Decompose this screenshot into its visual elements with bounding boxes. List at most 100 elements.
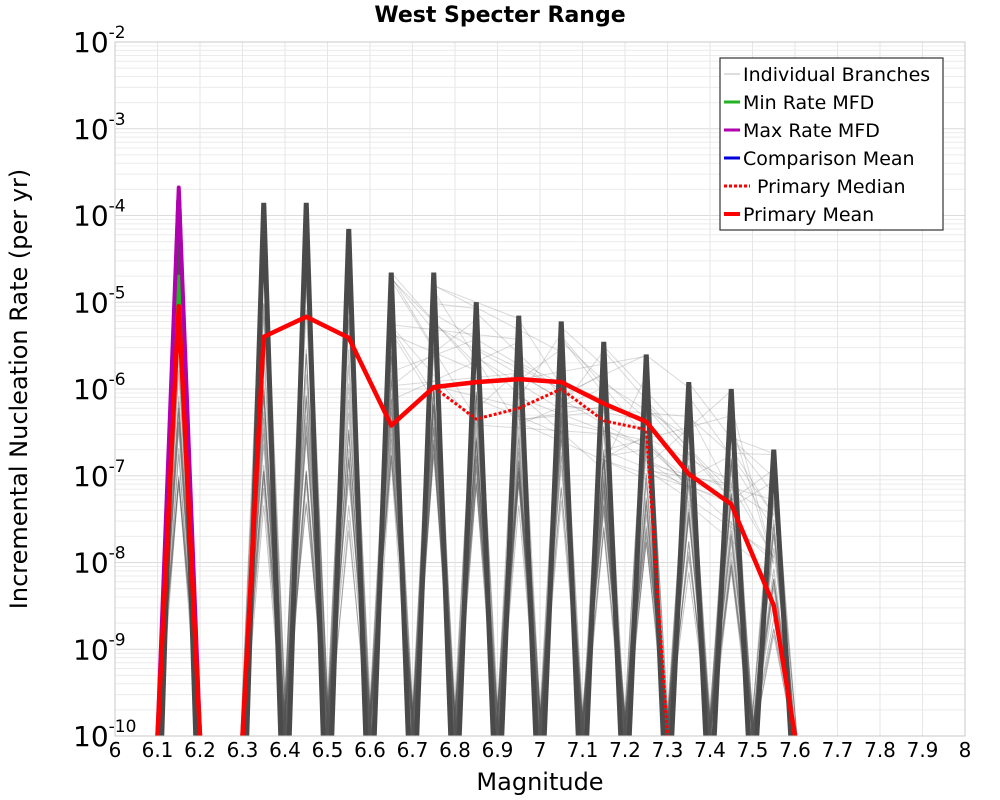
branch-peak xyxy=(329,228,369,737)
branch-peak xyxy=(626,354,666,737)
y-tick-label: 10-7 xyxy=(73,457,126,493)
branch-spike xyxy=(707,457,756,737)
branch-line xyxy=(391,324,519,340)
legend-label: Individual Branches xyxy=(743,64,930,86)
branch-line xyxy=(390,277,435,331)
branch-peak xyxy=(669,382,709,737)
branch-peak xyxy=(286,202,326,737)
branch-line xyxy=(391,372,519,387)
y-tick-label: 10-3 xyxy=(73,110,126,146)
branch-spike xyxy=(537,415,585,737)
x-tick-label: 6.2 xyxy=(184,738,216,762)
x-tick-label: 6.1 xyxy=(142,738,174,762)
branch-line xyxy=(730,448,775,515)
y-tick-label: 10-2 xyxy=(73,23,126,59)
branch-line xyxy=(518,355,647,380)
x-tick-label: 6.4 xyxy=(269,738,301,762)
branch-line xyxy=(603,449,732,505)
branch-line xyxy=(391,333,477,372)
branch-line xyxy=(518,374,647,449)
y-tick-label: 10-9 xyxy=(73,630,126,666)
branch-peak xyxy=(371,272,411,737)
legend-label: Max Rate MFD xyxy=(743,120,880,142)
branch-line xyxy=(518,333,562,399)
branch-peak xyxy=(456,302,496,737)
legend-label: Min Rate MFD xyxy=(743,92,874,114)
branch-line xyxy=(433,284,562,353)
x-tick-label: 7.7 xyxy=(822,738,854,762)
chart-title: West Specter Range xyxy=(374,3,625,28)
branch-line xyxy=(561,421,647,442)
y-axis-ticks: 10-2 10-3 10-4 10-5 10-6 10-7 10-8 10-9 10-10 xyxy=(73,23,136,753)
branch-spike xyxy=(495,410,543,737)
branch-line xyxy=(518,319,562,387)
branch-line xyxy=(476,424,604,435)
branch-line xyxy=(433,313,562,391)
branch-peak xyxy=(711,388,751,737)
legend-box xyxy=(719,57,944,231)
x-tick-label: 7.8 xyxy=(864,738,896,762)
branch-line xyxy=(518,397,647,448)
branch-line xyxy=(391,341,519,401)
branch-line xyxy=(645,445,775,563)
branch-spike xyxy=(580,452,628,737)
grid xyxy=(114,42,966,737)
x-tick-label: 7 xyxy=(534,738,547,762)
branch-line xyxy=(433,324,562,400)
x-tick-label: 6.5 xyxy=(312,738,344,762)
branch-line xyxy=(688,504,775,577)
x-tick-label: 7.6 xyxy=(779,738,811,762)
branch-line xyxy=(645,443,690,481)
x-tick-label: 6.6 xyxy=(354,738,386,762)
branch-line xyxy=(475,370,520,410)
y-axis-label: Incremental Nucleation Rate (per yr) xyxy=(5,169,33,609)
branch-line xyxy=(560,326,605,367)
branch-line xyxy=(390,276,435,348)
series-lines xyxy=(155,185,798,737)
x-axis-ticks: 6 6.1 6.2 6.3 6.4 6.5 6.6 6.7 6.8 6.9 7 7.1 7.2 7.3 7.… xyxy=(109,738,972,762)
y-tick-label: 10-5 xyxy=(73,283,126,319)
branch-line xyxy=(645,407,732,500)
branch-line xyxy=(688,455,732,479)
series-primary-mean xyxy=(155,303,798,737)
branch-line xyxy=(390,319,477,387)
y-tick-label: 10-10 xyxy=(73,717,136,753)
branch-line xyxy=(475,356,562,411)
branch-line xyxy=(390,325,477,426)
branch-line xyxy=(645,469,775,557)
x-tick-label: 7.3 xyxy=(652,738,684,762)
branch-line xyxy=(645,354,690,388)
branch-spike xyxy=(495,392,543,737)
branch-peak xyxy=(584,341,624,737)
branch-line xyxy=(646,437,732,481)
branch-line xyxy=(518,422,647,480)
branch-line xyxy=(390,332,435,402)
branch-line xyxy=(688,416,732,455)
branch-line xyxy=(518,411,604,421)
branch-line xyxy=(688,396,775,516)
branch-spike xyxy=(453,391,500,737)
y-tick-label: 10-4 xyxy=(73,197,126,233)
x-tick-label: 7.9 xyxy=(907,738,939,762)
branch-spike xyxy=(367,355,415,737)
legend-label: Primary Median xyxy=(757,176,906,198)
branch-line xyxy=(518,348,562,381)
x-axis-label: Magnitude xyxy=(476,768,603,796)
x-tick-label: 7.1 xyxy=(567,738,599,762)
branch-line xyxy=(603,430,690,491)
x-tick-label: 6.8 xyxy=(439,738,471,762)
branch-peak xyxy=(414,272,454,737)
branch-line xyxy=(476,398,562,435)
legend-label: Comparison Mean xyxy=(743,148,915,170)
x-tick-label: 6.7 xyxy=(397,738,429,762)
branch-line xyxy=(688,412,732,494)
branch-line xyxy=(646,469,732,485)
branch-line xyxy=(603,350,732,499)
x-tick-label: 6.9 xyxy=(482,738,514,762)
branch-line xyxy=(731,437,774,454)
branch-peak xyxy=(754,449,794,737)
x-tick-label: 6.3 xyxy=(227,738,259,762)
x-tick-label: 7.5 xyxy=(737,738,769,762)
branch-line xyxy=(730,438,775,478)
